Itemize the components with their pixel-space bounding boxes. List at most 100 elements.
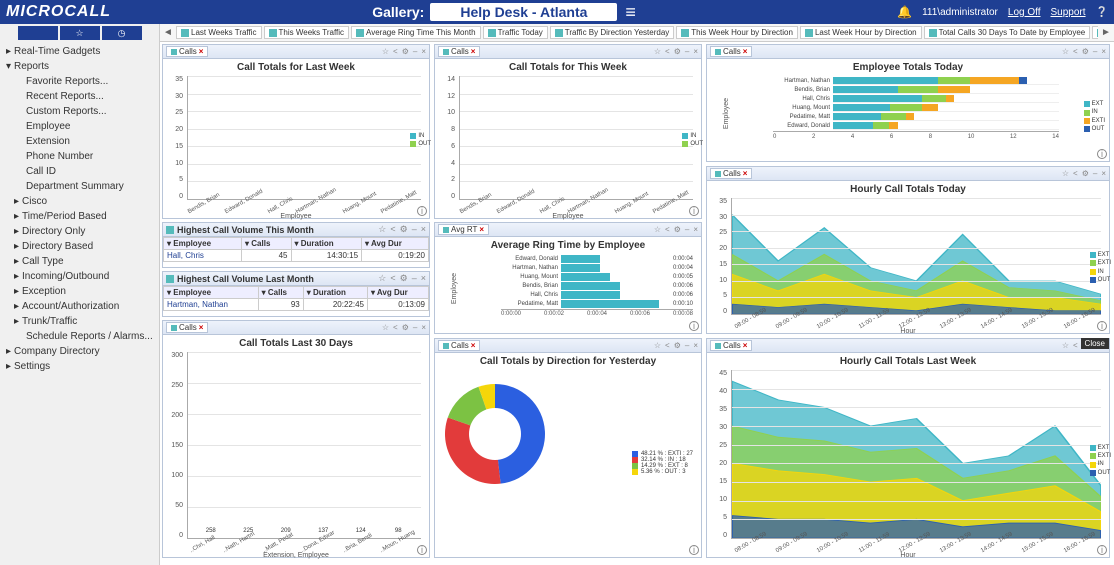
close-panel-icon[interactable]: × <box>1101 47 1106 56</box>
close-panel-icon[interactable]: × <box>421 323 426 332</box>
star-icon[interactable]: ☆ <box>654 225 661 234</box>
nav-item[interactable]: ▾Reports <box>0 59 159 74</box>
sidebar-tab-clock[interactable]: ◷ <box>102 26 142 40</box>
table-header[interactable]: ▾ Avg Dur <box>362 238 429 250</box>
logoff-link[interactable]: Log Off <box>1008 7 1041 18</box>
sidebar-tab-star[interactable]: ☆ <box>60 26 100 40</box>
gear-icon[interactable]: ⚙ <box>1082 47 1089 56</box>
nav-item[interactable]: Employee <box>0 119 159 134</box>
minimize-icon[interactable]: – <box>685 341 689 350</box>
star-icon[interactable]: ☆ <box>378 273 386 284</box>
hbar-row[interactable]: Edward, Donald0:00:04 <box>501 255 693 263</box>
panel-tab[interactable]: Calls × <box>710 168 752 179</box>
star-icon[interactable]: ☆ <box>1062 169 1069 178</box>
share-icon[interactable]: < <box>665 47 670 56</box>
nav-item[interactable]: Phone Number <box>0 149 159 164</box>
star-icon[interactable]: ☆ <box>378 224 386 235</box>
share-icon[interactable]: < <box>1073 341 1078 350</box>
gear-icon[interactable]: ⚙ <box>400 273 408 284</box>
panel-tab[interactable]: Calls × <box>438 340 480 351</box>
close-panel-icon[interactable]: × <box>421 224 426 235</box>
report-tab[interactable]: Traffic By Direction Yesterday <box>550 26 675 39</box>
report-tab[interactable]: This Week Hour by Direction <box>676 26 798 39</box>
report-tab[interactable]: Last Week Hour by Direction <box>800 26 922 39</box>
star-icon[interactable]: ☆ <box>1062 341 1069 350</box>
table-header[interactable]: ▾ Employee <box>164 238 242 250</box>
share-icon[interactable]: < <box>665 341 670 350</box>
gear-icon[interactable]: ⚙ <box>674 225 681 234</box>
help-icon[interactable]: ❔ <box>1096 7 1108 18</box>
table-row[interactable]: Hall, Chris4514:30:150:19:20 <box>164 250 429 262</box>
hbar-row[interactable]: Pedatime, Matt <box>773 113 1059 121</box>
sidebar-tab-blank[interactable] <box>18 26 58 40</box>
close-panel-icon[interactable]: × <box>693 47 698 56</box>
share-icon[interactable]: < <box>393 47 398 56</box>
report-tab[interactable]: This Weeks Traffic <box>264 26 350 39</box>
star-icon[interactable]: ☆ <box>1062 47 1069 56</box>
report-tab[interactable]: Traffic Today <box>483 26 548 39</box>
panel-tab[interactable]: Calls × <box>166 322 208 333</box>
nav-item[interactable]: ▸Account/Authorization <box>0 299 159 314</box>
nav-item[interactable]: ▸Exception <box>0 284 159 299</box>
nav-item[interactable]: Custom Reports... <box>0 104 159 119</box>
gear-icon[interactable]: ⚙ <box>400 224 408 235</box>
panel-tab[interactable]: Avg RT × <box>438 224 489 235</box>
nav-item[interactable]: ▸Trunk/Traffic <box>0 314 159 329</box>
star-icon[interactable]: ☆ <box>654 47 661 56</box>
minimize-icon[interactable]: – <box>412 224 417 235</box>
hbar-row[interactable]: Huang, Mount0:00:05 <box>501 273 693 281</box>
nav-item[interactable]: ▸Call Type <box>0 254 159 269</box>
star-icon[interactable]: ☆ <box>382 323 389 332</box>
gear-icon[interactable]: ⚙ <box>402 323 409 332</box>
nav-item[interactable]: Department Summary <box>0 179 159 194</box>
share-icon[interactable]: < <box>393 323 398 332</box>
gear-icon[interactable]: ⚙ <box>674 47 681 56</box>
nav-item[interactable]: Recent Reports... <box>0 89 159 104</box>
support-link[interactable]: Support <box>1051 7 1086 18</box>
close-tab-icon[interactable]: × <box>743 47 748 56</box>
hamburger-icon[interactable]: ≡ <box>625 2 636 23</box>
close-panel-icon[interactable]: × <box>421 47 426 56</box>
share-icon[interactable]: < <box>390 224 395 235</box>
minimize-icon[interactable]: – <box>1093 47 1097 56</box>
table-header[interactable]: ▾ Avg Dur <box>367 287 428 299</box>
hbar-row[interactable]: Pedatime, Matt0:00:10 <box>501 300 693 308</box>
hbar-row[interactable]: Edward, Donald <box>773 122 1059 130</box>
hbar-row[interactable]: Hall, Chris0:00:06 <box>501 291 693 299</box>
gear-icon[interactable]: ⚙ <box>402 47 409 56</box>
nav-item[interactable]: Schedule Reports / Alarms... <box>0 329 159 344</box>
hbar-row[interactable]: Hall, Chris <box>773 95 1059 103</box>
report-tab[interactable]: Average Ring Time This Month <box>351 26 481 39</box>
hbar-row[interactable]: Hartman, Nathan0:00:04 <box>501 264 693 272</box>
close-tab-icon[interactable]: × <box>199 47 204 56</box>
info-icon[interactable]: i <box>689 321 699 331</box>
nav-item[interactable]: ▸Settings <box>0 359 159 374</box>
panel-tab[interactable]: Calls × <box>166 46 208 57</box>
hbar-row[interactable]: Bendis, Brian <box>773 86 1059 94</box>
minimize-icon[interactable]: – <box>412 273 417 284</box>
share-icon[interactable]: < <box>1073 169 1078 178</box>
nav-item[interactable]: ▸Directory Based <box>0 239 159 254</box>
minimize-icon[interactable]: – <box>685 225 689 234</box>
gallery-value[interactable]: Help Desk - Atlanta <box>430 3 617 21</box>
info-icon[interactable]: i <box>1097 149 1107 159</box>
star-icon[interactable]: ☆ <box>382 47 389 56</box>
table-header[interactable]: ▾ Calls <box>258 287 303 299</box>
table-header[interactable]: ▾ Duration <box>303 287 367 299</box>
nav-item[interactable]: ▸Real-Time Gadgets <box>0 44 159 59</box>
close-tab-icon[interactable]: × <box>743 169 748 178</box>
hbar-row[interactable]: Bendis, Brian0:00:06 <box>501 282 693 290</box>
nav-item[interactable]: Favorite Reports... <box>0 74 159 89</box>
close-panel-icon[interactable]: × <box>693 341 698 350</box>
table-header[interactable]: ▾ Duration <box>291 238 362 250</box>
panel-tab[interactable]: Calls × <box>438 46 480 57</box>
hbar-row[interactable]: Hartman, Nathan <box>773 77 1059 85</box>
share-icon[interactable]: < <box>1073 47 1078 56</box>
close-tab-icon[interactable]: × <box>471 47 476 56</box>
table-header[interactable]: ▾ Calls <box>242 238 291 250</box>
info-icon[interactable]: i <box>689 545 699 555</box>
tab-scroll-left-icon[interactable]: ◄ <box>160 27 176 38</box>
table-header[interactable]: ▾ Employee <box>164 287 259 299</box>
tab-scroll-right-icon[interactable]: ► <box>1098 27 1114 38</box>
nav-item[interactable]: Call ID <box>0 164 159 179</box>
